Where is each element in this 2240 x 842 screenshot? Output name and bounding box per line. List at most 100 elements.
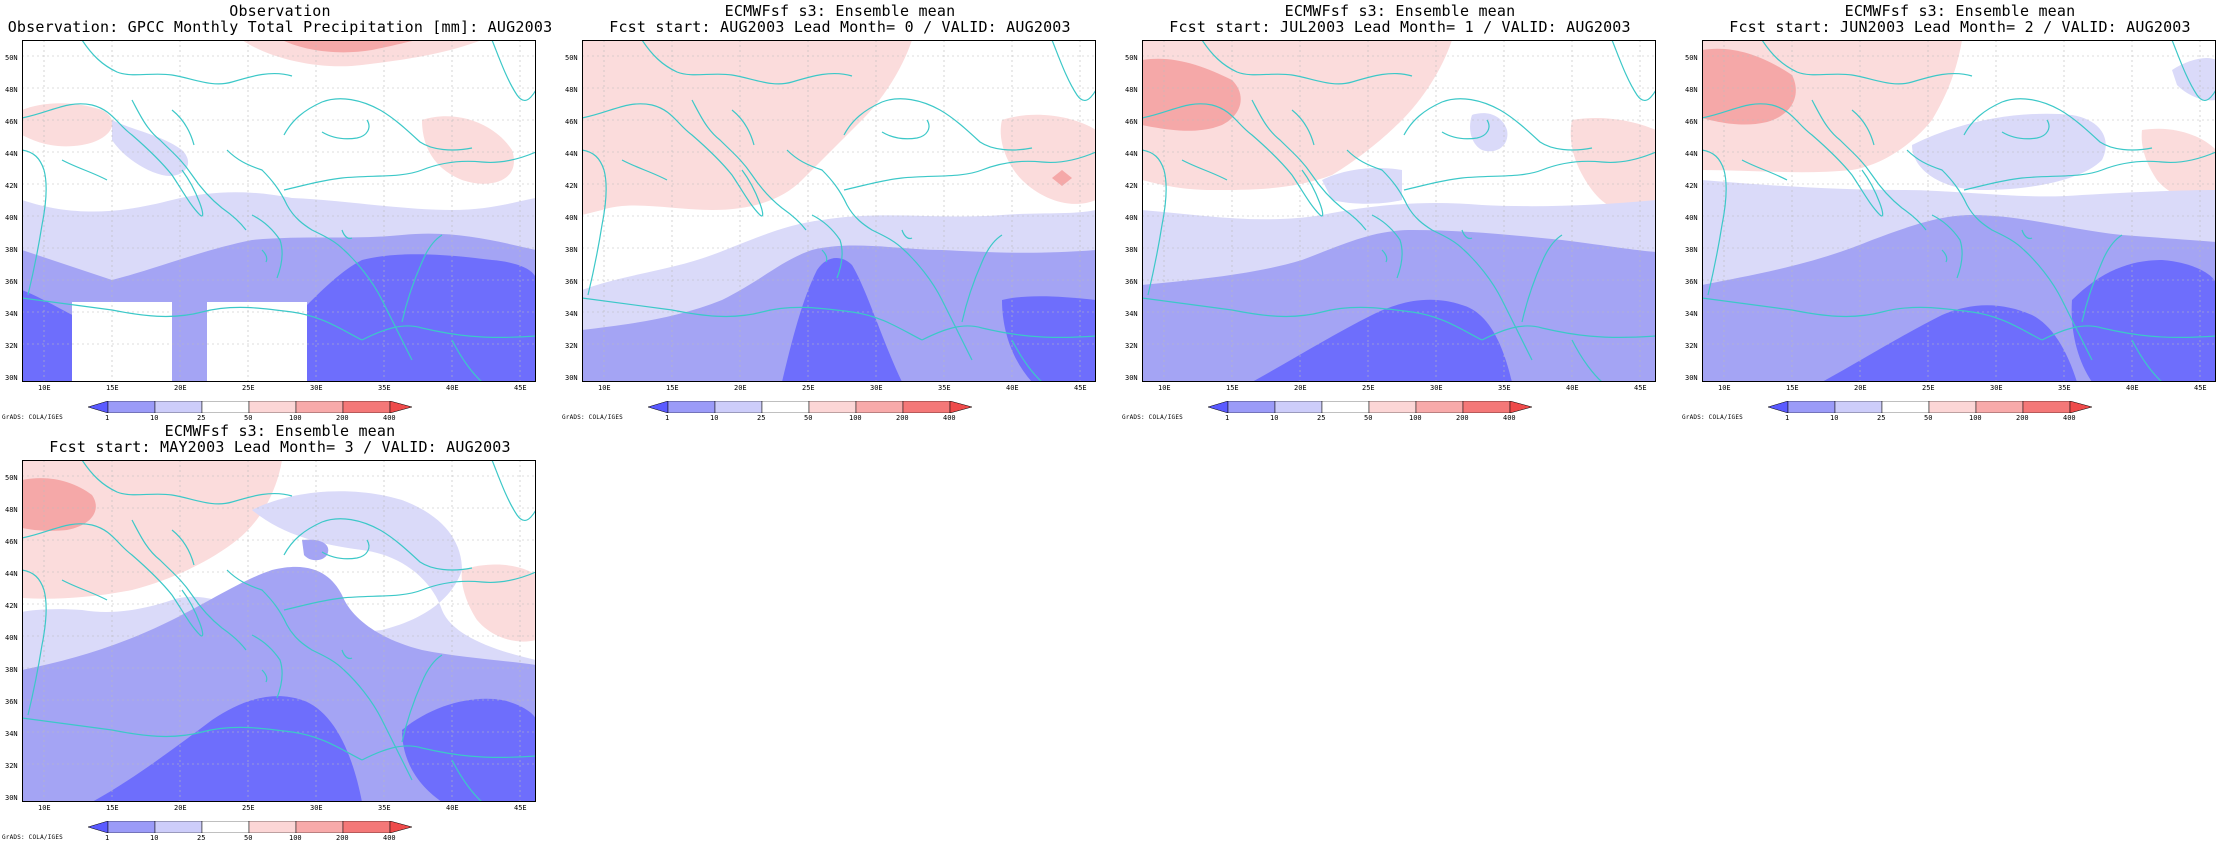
- colorbar-label: 100: [1969, 414, 1982, 422]
- lon-tick-label: 45E: [514, 804, 527, 812]
- map-panel-observation: Observation Observation: GPCC Monthly To…: [0, 0, 560, 422]
- colorbar-label: 50: [1924, 414, 1933, 422]
- lat-tick-label: 42N: [5, 602, 18, 610]
- panel-title: Observation: [229, 2, 331, 20]
- lon-tick-label: 20E: [1854, 384, 1867, 392]
- lon-tick-label: 40E: [1566, 384, 1579, 392]
- lat-tick-label: 32N: [5, 342, 18, 350]
- lat-tick-label: 44N: [1125, 150, 1138, 158]
- lat-tick-label: 40N: [1125, 214, 1138, 222]
- lon-tick-label: 35E: [2058, 384, 2071, 392]
- lat-tick-label: 38N: [5, 246, 18, 254]
- lon-tick-label: 40E: [2126, 384, 2139, 392]
- map-panel-lead-2: ECMWFsf s3: Ensemble mean Fcst start: JU…: [1680, 0, 2240, 422]
- lon-tick-label: 20E: [1294, 384, 1307, 392]
- lat-tick-label: 46N: [565, 118, 578, 126]
- colorbar-label: 10: [710, 414, 719, 422]
- colorbar-label: 1: [105, 414, 110, 422]
- colorbar-label: 1: [1785, 414, 1790, 422]
- lat-tick-label: 40N: [565, 214, 578, 222]
- lat-tick-label: 30N: [5, 374, 18, 382]
- lat-tick-label: 32N: [1125, 342, 1138, 350]
- lat-tick-label: 50N: [1685, 54, 1698, 62]
- lon-tick-label: 35E: [938, 384, 951, 392]
- lon-tick-label: 35E: [378, 804, 391, 812]
- colorbar-label: 100: [289, 834, 302, 842]
- lat-tick-label: 46N: [5, 538, 18, 546]
- colorbar-label: 100: [1409, 414, 1422, 422]
- lon-tick-label: 30E: [310, 804, 323, 812]
- lat-tick-label: 36N: [1685, 278, 1698, 286]
- lat-tick-label: 38N: [5, 666, 18, 674]
- lat-tick-label: 40N: [1685, 214, 1698, 222]
- panel-title: ECMWFsf s3: Ensemble mean: [164, 422, 396, 440]
- grads-credit: GrADS: COLA/IGES: [2, 414, 63, 421]
- lon-tick-label: 25E: [1362, 384, 1375, 392]
- lat-tick-label: 34N: [1685, 310, 1698, 318]
- panel-title: ECMWFsf s3: Ensemble mean: [724, 2, 956, 20]
- grads-credit: GrADS: COLA/IGES: [2, 834, 63, 841]
- lon-tick-label: 20E: [174, 384, 187, 392]
- colorbar: [1208, 401, 1532, 413]
- colorbar-label: 200: [896, 414, 909, 422]
- panel-subtitle: Fcst start: JUL2003 Lead Month= 1 / VALI…: [1169, 18, 1631, 36]
- lat-tick-label: 50N: [5, 474, 18, 482]
- colorbar: [88, 401, 412, 413]
- panel-subtitle: Fcst start: AUG2003 Lead Month= 0 / VALI…: [609, 18, 1071, 36]
- colorbar-label: 1: [105, 834, 110, 842]
- lon-tick-label: 30E: [870, 384, 883, 392]
- colorbar-label: 25: [1877, 414, 1886, 422]
- map-canvas: [1702, 40, 2216, 382]
- lon-tick-label: 10E: [598, 384, 611, 392]
- lat-tick-label: 34N: [565, 310, 578, 318]
- colorbar-label: 100: [289, 414, 302, 422]
- map-canvas: [1142, 40, 1656, 382]
- lon-tick-label: 40E: [1006, 384, 1019, 392]
- lon-tick-label: 10E: [38, 804, 51, 812]
- panel-subtitle: Fcst start: MAY2003 Lead Month= 3 / VALI…: [49, 438, 511, 456]
- lon-tick-label: 35E: [1498, 384, 1511, 392]
- lat-tick-label: 44N: [5, 570, 18, 578]
- lat-tick-label: 32N: [565, 342, 578, 350]
- map-canvas: [582, 40, 1096, 382]
- colorbar-label: 10: [1270, 414, 1279, 422]
- lat-tick-label: 48N: [565, 86, 578, 94]
- lat-tick-label: 40N: [5, 214, 18, 222]
- lon-tick-label: 15E: [1226, 384, 1239, 392]
- lon-tick-label: 10E: [38, 384, 51, 392]
- colorbar: [1768, 401, 2092, 413]
- map-canvas: [22, 460, 536, 802]
- map-panel-lead-1: ECMWFsf s3: Ensemble mean Fcst start: JU…: [1120, 0, 1680, 422]
- colorbar-label: 25: [1317, 414, 1326, 422]
- lat-tick-label: 32N: [5, 762, 18, 770]
- grads-credit: GrADS: COLA/IGES: [1682, 414, 1743, 421]
- colorbar-label: 400: [2063, 414, 2076, 422]
- colorbar-label: 200: [336, 834, 349, 842]
- colorbar-label: 400: [943, 414, 956, 422]
- map-canvas: [22, 40, 536, 382]
- lat-tick-label: 50N: [565, 54, 578, 62]
- lat-tick-label: 34N: [5, 310, 18, 318]
- lon-tick-label: 45E: [1074, 384, 1087, 392]
- colorbar-label: 100: [849, 414, 862, 422]
- map-panel-lead-0: ECMWFsf s3: Ensemble mean Fcst start: AU…: [560, 0, 1120, 422]
- lon-tick-label: 40E: [446, 384, 459, 392]
- lon-tick-label: 25E: [242, 384, 255, 392]
- colorbar-label: 1: [1225, 414, 1230, 422]
- lon-tick-label: 15E: [106, 804, 119, 812]
- lon-tick-label: 10E: [1718, 384, 1731, 392]
- lat-tick-label: 32N: [1685, 342, 1698, 350]
- lon-tick-label: 15E: [1786, 384, 1799, 392]
- lat-tick-label: 48N: [1125, 86, 1138, 94]
- panel-subtitle: Fcst start: JUN2003 Lead Month= 2 / VALI…: [1729, 18, 2191, 36]
- lat-tick-label: 42N: [565, 182, 578, 190]
- lon-tick-label: 10E: [1158, 384, 1171, 392]
- colorbar-label: 50: [244, 414, 253, 422]
- lat-tick-label: 42N: [1685, 182, 1698, 190]
- lon-tick-label: 15E: [666, 384, 679, 392]
- lat-tick-label: 48N: [1685, 86, 1698, 94]
- lat-tick-label: 36N: [5, 278, 18, 286]
- lat-tick-label: 38N: [1685, 246, 1698, 254]
- lon-tick-label: 40E: [446, 804, 459, 812]
- lat-tick-label: 36N: [565, 278, 578, 286]
